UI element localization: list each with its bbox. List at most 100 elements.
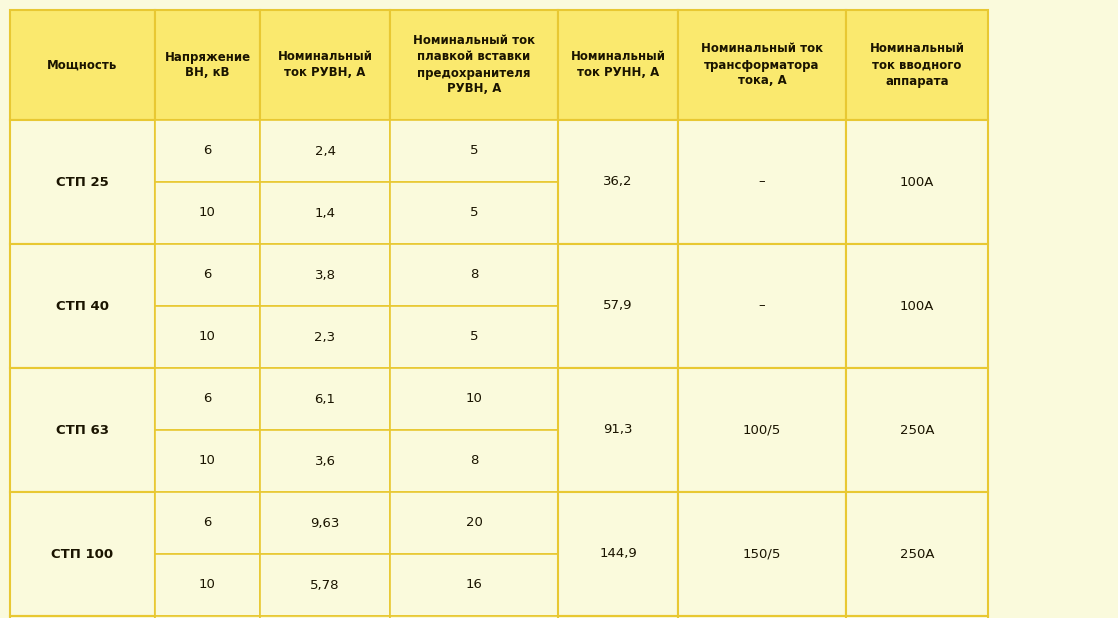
Bar — [260, 10, 390, 120]
Text: 20: 20 — [465, 517, 483, 530]
Text: 6: 6 — [203, 268, 211, 282]
Bar — [678, 616, 846, 618]
Bar — [10, 492, 155, 616]
Text: 6: 6 — [203, 517, 211, 530]
Text: 3,8: 3,8 — [314, 268, 335, 282]
Text: 5: 5 — [470, 145, 479, 158]
Bar — [678, 368, 846, 492]
Bar — [390, 306, 558, 368]
Text: 16: 16 — [465, 578, 483, 591]
Bar — [678, 492, 846, 616]
Text: 144,9: 144,9 — [599, 548, 637, 561]
Bar — [10, 10, 155, 120]
Bar — [846, 368, 988, 492]
Bar — [558, 10, 678, 120]
Bar — [678, 10, 846, 120]
Bar — [558, 120, 678, 244]
Text: 8: 8 — [470, 268, 479, 282]
Bar — [390, 182, 558, 244]
Text: 9,63: 9,63 — [311, 517, 340, 530]
Text: 5: 5 — [470, 206, 479, 219]
Text: 91,3: 91,3 — [604, 423, 633, 436]
Bar — [10, 244, 155, 368]
Text: 8: 8 — [470, 454, 479, 467]
Bar — [260, 244, 390, 306]
Bar — [558, 492, 678, 616]
Bar — [155, 182, 260, 244]
Text: 150/5: 150/5 — [742, 548, 781, 561]
Bar — [155, 492, 260, 554]
Text: СТП 100: СТП 100 — [51, 548, 114, 561]
Text: 100А: 100А — [900, 176, 935, 188]
Text: 1,4: 1,4 — [314, 206, 335, 219]
Bar — [390, 554, 558, 616]
Text: Напряжение
ВН, кВ: Напряжение ВН, кВ — [164, 51, 250, 80]
Text: –: – — [759, 176, 766, 188]
Text: –: – — [759, 300, 766, 313]
Bar — [260, 120, 390, 182]
Text: 10: 10 — [199, 578, 216, 591]
Text: Номинальный
ток РУВН, А: Номинальный ток РУВН, А — [277, 51, 372, 80]
Text: 3,6: 3,6 — [314, 454, 335, 467]
Text: 5: 5 — [470, 331, 479, 344]
Text: 6,1: 6,1 — [314, 392, 335, 405]
Text: 2,4: 2,4 — [314, 145, 335, 158]
Text: Номинальный
ток вводного
аппарата: Номинальный ток вводного аппарата — [870, 43, 965, 88]
Text: Номинальный
ток РУНН, А: Номинальный ток РУНН, А — [570, 51, 665, 80]
Bar — [260, 306, 390, 368]
Text: 10: 10 — [199, 454, 216, 467]
Bar — [155, 120, 260, 182]
Text: Номинальный ток
плавкой вставки
предохранителя
РУВН, А: Номинальный ток плавкой вставки предохра… — [413, 35, 536, 96]
Bar — [260, 554, 390, 616]
Bar — [558, 616, 678, 618]
Text: Номинальный ток
трансформатора
тока, А: Номинальный ток трансформатора тока, А — [701, 43, 823, 88]
Text: 250А: 250А — [900, 548, 935, 561]
Bar — [10, 120, 155, 244]
Text: 57,9: 57,9 — [604, 300, 633, 313]
Bar — [390, 616, 558, 618]
Bar — [846, 616, 988, 618]
Bar — [846, 492, 988, 616]
Text: 36,2: 36,2 — [604, 176, 633, 188]
Bar — [846, 10, 988, 120]
Bar — [846, 120, 988, 244]
Bar — [155, 368, 260, 430]
Bar — [390, 368, 558, 430]
Bar — [155, 306, 260, 368]
Bar — [155, 616, 260, 618]
Text: 100/5: 100/5 — [742, 423, 781, 436]
Bar — [260, 616, 390, 618]
Bar — [155, 244, 260, 306]
Bar — [390, 244, 558, 306]
Bar — [155, 10, 260, 120]
Bar — [390, 430, 558, 492]
Text: СТП 40: СТП 40 — [56, 300, 108, 313]
Text: 6: 6 — [203, 145, 211, 158]
Bar — [558, 244, 678, 368]
Bar — [390, 492, 558, 554]
Text: 10: 10 — [199, 331, 216, 344]
Text: 250А: 250А — [900, 423, 935, 436]
Text: 6: 6 — [203, 392, 211, 405]
Bar — [260, 430, 390, 492]
Bar — [260, 368, 390, 430]
Bar — [390, 10, 558, 120]
Bar — [155, 554, 260, 616]
Bar — [846, 244, 988, 368]
Text: 100А: 100А — [900, 300, 935, 313]
Bar — [260, 182, 390, 244]
Text: 2,3: 2,3 — [314, 331, 335, 344]
Text: СТП 25: СТП 25 — [56, 176, 108, 188]
Bar — [678, 120, 846, 244]
Bar — [390, 120, 558, 182]
Text: Мощность: Мощность — [47, 59, 117, 72]
Bar — [10, 368, 155, 492]
Bar — [10, 616, 155, 618]
Text: СТП 63: СТП 63 — [56, 423, 108, 436]
Bar — [678, 244, 846, 368]
Text: 10: 10 — [199, 206, 216, 219]
Bar — [155, 430, 260, 492]
Bar — [558, 368, 678, 492]
Bar — [260, 492, 390, 554]
Text: 10: 10 — [465, 392, 483, 405]
